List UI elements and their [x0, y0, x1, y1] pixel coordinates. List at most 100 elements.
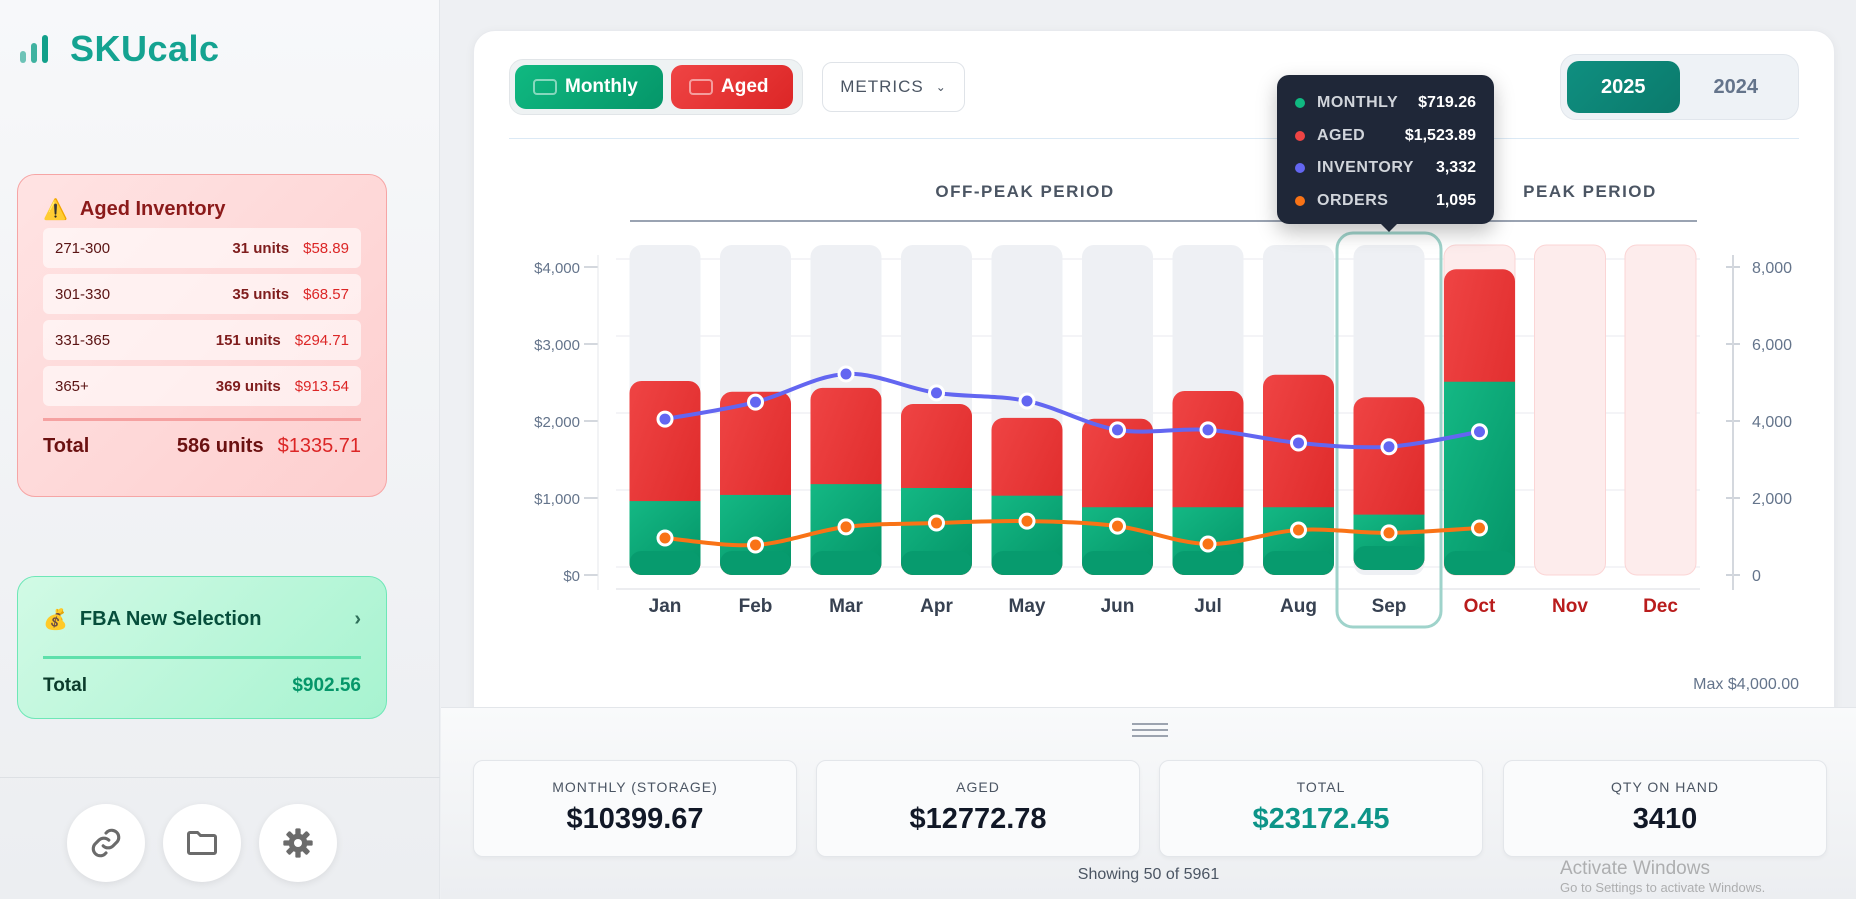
bar-track — [1534, 244, 1606, 576]
logo[interactable]: SKUcalc — [20, 28, 220, 70]
divider — [43, 656, 361, 659]
checkbox-icon — [689, 79, 713, 95]
monthly-bar-base — [1263, 551, 1334, 575]
month-label: Feb — [739, 596, 773, 617]
inventory-line — [663, 372, 1482, 450]
stat-aged: AGED $12772.78 — [816, 760, 1140, 857]
fba-new-selection-card[interactable]: 💰 FBA New Selection › Total $902.56 — [17, 576, 387, 719]
tooltip-label: ORDERS — [1317, 191, 1389, 209]
total-label: Total — [43, 435, 90, 457]
aged-inventory-card[interactable]: ⚠️ Aged Inventory 271-300 31 units $58.89 … — [17, 174, 387, 497]
orders-point — [1471, 519, 1488, 537]
stat-total: TOTAL $23172.45 — [1159, 760, 1483, 857]
chevron-right-icon[interactable]: › — [354, 608, 361, 630]
monthly-toggle[interactable]: Monthly — [515, 65, 663, 109]
stat-label: MONTHLY (STORAGE) — [552, 779, 718, 795]
aged-range: 331-365 — [55, 331, 111, 349]
link-button[interactable] — [67, 804, 145, 882]
left-axis-label: $0 — [563, 568, 580, 585]
orders-point — [1199, 535, 1217, 553]
aged-row: 331-365 151 units $294.71 — [43, 320, 361, 360]
year-2024-button[interactable]: 2024 — [1713, 75, 1759, 98]
left-axis-label: $4,000 — [534, 260, 580, 277]
tooltip-label: MONTHLY — [1317, 94, 1399, 112]
tooltip-value: $1,523.89 — [1404, 126, 1476, 144]
activate-windows-watermark: Activate Windows Go to Settings to activa… — [1560, 858, 1765, 896]
aged-range: 301-330 — [55, 285, 111, 303]
monthly-label: Monthly — [565, 76, 638, 97]
monthly-bar-base — [1172, 551, 1244, 575]
orders-point — [1018, 512, 1036, 530]
monthly-bar-base — [810, 551, 882, 575]
tooltip-value: $719.26 — [1418, 94, 1476, 112]
right-axis-label: 6,000 — [1752, 337, 1792, 354]
left-axis-label: $1,000 — [534, 491, 580, 508]
inventory-point — [747, 393, 764, 411]
sidebar: SKUcalc ⚠️ Aged Inventory 271-300 31 unit… — [0, 0, 440, 899]
right-axis-label: 4,000 — [1752, 414, 1792, 431]
stat-label: TOTAL — [1296, 779, 1346, 795]
year-2025-button[interactable]: 2025 — [1567, 61, 1680, 113]
divider — [0, 777, 440, 778]
aged-row: 271-300 31 units $58.89 — [43, 228, 361, 268]
stat-value: $10399.67 — [566, 803, 704, 835]
monthly-bar-base — [629, 551, 701, 575]
aged-inventory-title: Aged Inventory — [79, 198, 226, 220]
left-axis-label: $2,000 — [534, 414, 580, 431]
stat-monthly-storage: MONTHLY (STORAGE) $10399.67 — [473, 760, 797, 857]
orders-point — [837, 518, 855, 536]
year-toggle: 2025 2024 — [1560, 54, 1799, 120]
aged-total: Total 586 units $1335.71 — [43, 435, 361, 458]
stat-value: 3410 — [1632, 803, 1698, 835]
highlight-box — [1335, 231, 1443, 629]
aged-amount: $913.54 — [294, 377, 349, 395]
off-peak-period-label: OFF-PEAK PERIOD — [935, 182, 1115, 201]
gear-icon — [283, 828, 313, 858]
divider — [509, 138, 1799, 139]
orders-point — [928, 514, 945, 532]
month-label: Oct — [1464, 596, 1496, 617]
aged-units: 31 units — [232, 239, 290, 257]
orders-point — [747, 536, 764, 554]
metrics-label: METRICS — [840, 77, 924, 96]
orders-point — [1380, 524, 1398, 542]
orders-dot-icon — [1295, 195, 1305, 206]
right-axis-label: 8,000 — [1752, 260, 1792, 277]
stat-label: AGED — [956, 779, 1000, 795]
month-label: Jul — [1194, 596, 1221, 617]
orders-point — [656, 529, 674, 547]
inventory-point — [1199, 421, 1217, 439]
left-axis-label: $3,000 — [534, 337, 580, 354]
link-icon — [91, 828, 121, 858]
aged-amount: $294.71 — [294, 331, 349, 349]
divider — [43, 418, 361, 421]
aged-row: 365+ 369 units $913.54 — [43, 366, 361, 406]
inventory-point — [837, 365, 855, 383]
max-label: Max $4,000.00 — [1693, 676, 1799, 693]
aged-units: 151 units — [215, 331, 281, 349]
aged-units: 369 units — [215, 377, 281, 395]
monthly-dot-icon — [1295, 98, 1305, 109]
folder-button[interactable] — [163, 804, 241, 882]
bar-chart-icon — [20, 35, 48, 63]
inventory-point — [928, 384, 945, 402]
tooltip-value: 3,332 — [1435, 159, 1476, 177]
total-label: Total — [43, 675, 87, 696]
orders-point — [1290, 521, 1307, 539]
aged-toggle[interactable]: Aged — [671, 65, 793, 109]
total-units: 586 units — [176, 435, 264, 457]
fba-total-amount: $902.56 — [292, 675, 361, 696]
inventory-point — [1471, 423, 1488, 441]
settings-button[interactable] — [259, 804, 337, 882]
monthly-bar-base — [720, 551, 791, 575]
inventory-point — [656, 410, 674, 428]
metrics-dropdown[interactable]: METRICS ⌄ — [822, 62, 965, 112]
tooltip-value: 1,095 — [1435, 191, 1476, 209]
aged-units: 35 units — [232, 285, 290, 303]
drag-handle-icon[interactable] — [1132, 723, 1168, 737]
inventory-point — [1290, 434, 1307, 452]
bar-track — [1624, 244, 1697, 576]
summary-panel: MONTHLY (STORAGE) $10399.67 AGED $12772.78… — [441, 707, 1856, 899]
aged-label: Aged — [721, 76, 769, 97]
